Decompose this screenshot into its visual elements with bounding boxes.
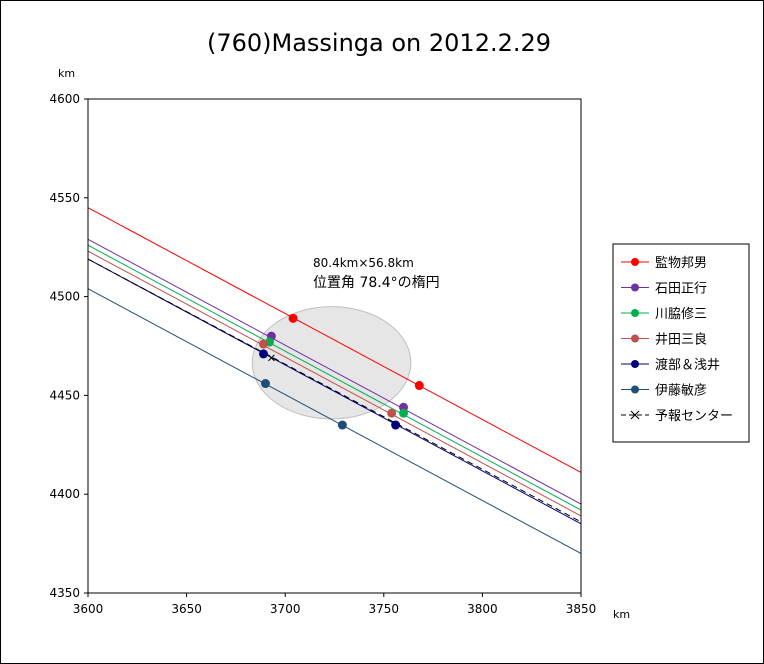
series-line-3 [88, 250, 581, 517]
series-marker-6-0 [268, 354, 275, 362]
legend-box [612, 243, 750, 443]
error-ellipse [251, 306, 412, 420]
y-tick-label-4: 4550 [49, 191, 80, 205]
plot-area [87, 98, 582, 594]
series-point-3-0 [259, 339, 269, 349]
series-point-4-0 [259, 349, 269, 359]
series-point-2-1 [399, 408, 409, 418]
series-line-1 [88, 238, 581, 505]
legend-label-5: 伊藤敏彦 [655, 383, 707, 399]
y-tick-label-5: 4600 [49, 92, 80, 106]
series-point-5-0 [260, 379, 270, 389]
x-tick-label-0: 3600 [73, 602, 104, 616]
legend-marker-0 [631, 258, 639, 266]
legend-label-4: 渡部＆浅井 [655, 357, 720, 373]
legend-marker-3 [631, 334, 639, 343]
y-tick-label-3: 4500 [49, 290, 80, 304]
x-tick-label-3: 3750 [369, 602, 400, 616]
series-line-6 [88, 258, 581, 523]
legend-label-3: 井田三良 [655, 332, 707, 348]
y-axis-ticks: 4350 4400 4450 4500 4550 4600 [49, 92, 88, 600]
x-axis-unit: km [613, 608, 630, 621]
series-point-3-1 [387, 408, 397, 418]
x-axis-ticks: 3600 3650 3700 3750 3800 3850 [73, 593, 597, 616]
legend-label-2: 川脇修三 [655, 307, 707, 322]
x-tick-label-4: 3800 [467, 602, 498, 616]
series-point-0-1 [414, 381, 424, 391]
annotation-position-angle: 位置角 78.4°の楕円 [313, 274, 440, 291]
y-axis-unit: km [58, 67, 75, 80]
y-tick-label-2: 4450 [49, 388, 80, 402]
y-tick-label-0: 4350 [49, 586, 80, 600]
series-point-4-1 [391, 420, 401, 430]
legend-marker-4 [631, 360, 639, 368]
x-tick-label-1: 3650 [171, 602, 202, 616]
legend-marker-1 [631, 283, 639, 292]
legend-label-6: 予報センター [655, 409, 733, 424]
series-line-2 [88, 244, 581, 511]
x-tick-label-5: 3850 [566, 602, 597, 616]
legend-label-0: 監物邦男 [655, 255, 707, 271]
legend-marker-6 [630, 410, 640, 420]
series-point-0-0 [288, 313, 298, 323]
annotation-size: 80.4km×56.8km [313, 256, 414, 270]
legend-marker-2 [631, 309, 639, 317]
y-tick-label-1: 4400 [49, 487, 80, 501]
legend-label-1: 石田正行 [655, 282, 707, 297]
chart-title: (760)Massinga on 2012.2.29 [207, 29, 551, 57]
legend-marker-5 [631, 385, 639, 394]
plot-border [87, 98, 582, 594]
series-line-5 [88, 288, 581, 554]
series-line-0 [88, 207, 581, 473]
series-point-5-1 [337, 420, 347, 430]
x-tick-label-2: 3700 [270, 602, 301, 616]
